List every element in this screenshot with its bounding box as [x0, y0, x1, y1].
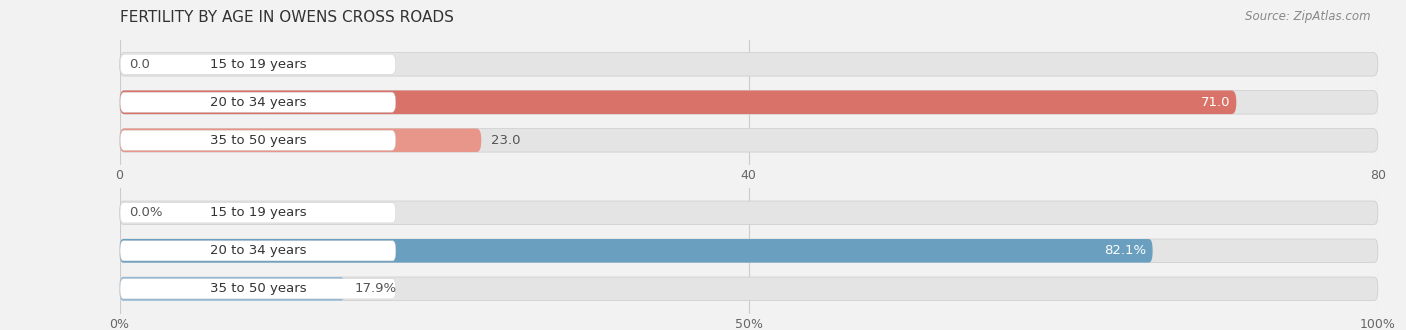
FancyBboxPatch shape: [120, 201, 1378, 225]
FancyBboxPatch shape: [120, 203, 396, 223]
FancyBboxPatch shape: [120, 92, 395, 113]
FancyBboxPatch shape: [120, 277, 1378, 301]
Text: 20 to 34 years: 20 to 34 years: [209, 244, 307, 257]
Text: 0.0: 0.0: [129, 58, 150, 71]
FancyBboxPatch shape: [120, 241, 396, 261]
Text: 23.0: 23.0: [491, 134, 520, 147]
FancyBboxPatch shape: [120, 128, 1378, 152]
Text: FERTILITY BY AGE IN OWENS CROSS ROADS: FERTILITY BY AGE IN OWENS CROSS ROADS: [120, 10, 453, 25]
Text: 20 to 34 years: 20 to 34 years: [209, 96, 307, 109]
Text: Source: ZipAtlas.com: Source: ZipAtlas.com: [1246, 10, 1371, 23]
Text: 35 to 50 years: 35 to 50 years: [209, 282, 307, 295]
Text: 71.0: 71.0: [1201, 96, 1230, 109]
Text: 82.1%: 82.1%: [1104, 244, 1146, 257]
Text: 15 to 19 years: 15 to 19 years: [209, 58, 307, 71]
FancyBboxPatch shape: [120, 128, 481, 152]
FancyBboxPatch shape: [120, 52, 1378, 76]
FancyBboxPatch shape: [120, 239, 1153, 263]
FancyBboxPatch shape: [120, 90, 1236, 114]
FancyBboxPatch shape: [120, 54, 395, 74]
Text: 35 to 50 years: 35 to 50 years: [209, 134, 307, 147]
FancyBboxPatch shape: [120, 279, 396, 299]
FancyBboxPatch shape: [120, 239, 1378, 263]
FancyBboxPatch shape: [120, 130, 395, 150]
Text: 0.0%: 0.0%: [129, 206, 163, 219]
Text: 17.9%: 17.9%: [354, 282, 396, 295]
FancyBboxPatch shape: [120, 90, 1378, 114]
Text: 15 to 19 years: 15 to 19 years: [209, 206, 307, 219]
FancyBboxPatch shape: [120, 277, 344, 301]
